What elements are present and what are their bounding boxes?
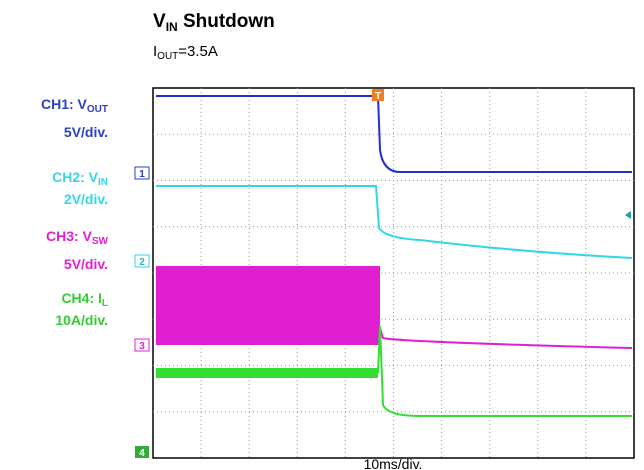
svg-text:5V/div.: 5V/div.: [64, 256, 108, 272]
svg-text:2: 2: [139, 257, 145, 268]
title: VIN Shutdown: [153, 11, 275, 34]
channel-markers: 1 2 3 4 T: [134, 89, 631, 459]
ch3-trace: [379, 327, 633, 349]
svg-text:CH3: VSW: CH3: VSW: [46, 228, 109, 247]
subtitle: IOUT=3.5A: [153, 43, 218, 62]
svg-text:1: 1: [139, 169, 145, 180]
svg-text:10A/div.: 10A/div.: [55, 312, 108, 328]
ch2-trace: [156, 185, 633, 259]
ch4-label: CH4: IL 10A/div.: [55, 290, 108, 328]
svg-text:CH1: VOUT: CH1: VOUT: [41, 96, 108, 115]
svg-text:2V/div.: 2V/div.: [64, 191, 108, 207]
ch3-switching: [156, 266, 380, 345]
svg-text:4: 4: [139, 448, 145, 459]
time-scale: 10ms/div.: [364, 456, 423, 470]
svg-text:T: T: [375, 91, 381, 102]
svg-text:5V/div.: 5V/div.: [64, 124, 108, 140]
ch4-trace: [377, 325, 632, 417]
ch1-label: CH1: VOUT 5V/div.: [41, 96, 108, 140]
ch1-trace: [156, 95, 632, 173]
ch2-label: CH2: VIN 2V/div.: [52, 169, 108, 207]
svg-text:3: 3: [139, 341, 145, 352]
svg-text:CH4: IL: CH4: IL: [61, 290, 108, 309]
ch3-label: CH3: VSW 5V/div.: [46, 228, 109, 272]
ch4-ripple: [156, 368, 378, 378]
svg-text:CH2: VIN: CH2: VIN: [52, 169, 108, 188]
